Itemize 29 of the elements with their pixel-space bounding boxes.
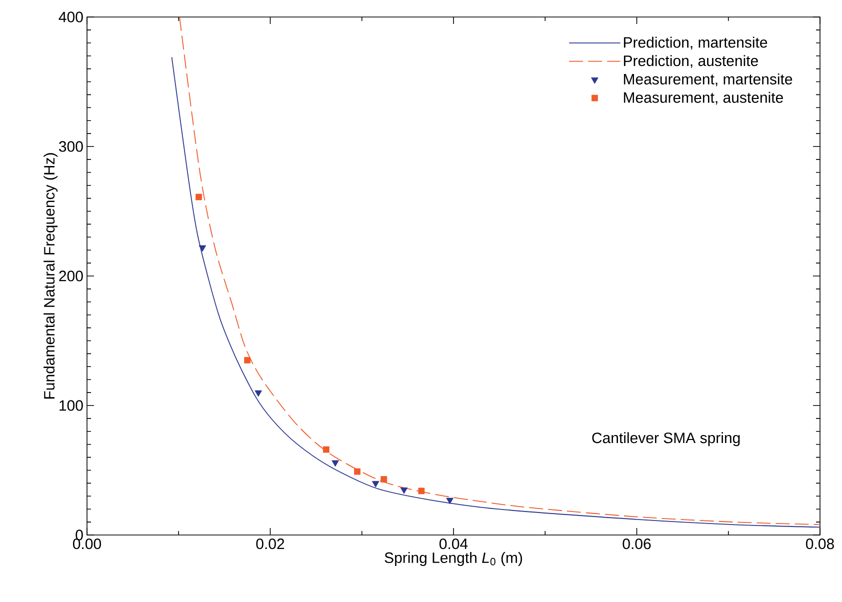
x-tick-label: 0.04 [439, 538, 468, 550]
y-axis-title: Fundamental Natural Frequency (Hz) [44, 153, 58, 399]
point [244, 356, 251, 364]
y-tick-label: 300 [59, 141, 83, 152]
point [322, 446, 330, 453]
legend-label: Measurement, martensite [624, 73, 792, 86]
y-tick-label: 0 [76, 530, 83, 540]
point [198, 245, 206, 252]
point [400, 487, 408, 494]
annotation: Cantilever SMA spring [592, 432, 740, 446]
x-tick-label: 0.00 [72, 538, 101, 550]
point [380, 476, 388, 483]
x-tick-label: 0.06 [622, 538, 651, 550]
y-tick-label: 400 [58, 12, 83, 22]
y-tick-label: 200 [59, 270, 83, 282]
point [372, 481, 380, 488]
point [254, 390, 262, 397]
point [446, 498, 454, 504]
x-tick-label: 0.08 [806, 538, 834, 550]
point [354, 468, 360, 475]
x-tick-label: 0.02 [256, 538, 284, 550]
point [332, 460, 339, 467]
point [418, 488, 425, 494]
legend-label: Prediction, martensite [624, 36, 768, 50]
y-tick-label: 100 [60, 400, 83, 411]
legend-label: Measurement, austenite [624, 92, 783, 105]
point [196, 194, 202, 200]
x-axis-title: Spring Length L$_{0}$ (m) [384, 552, 522, 566]
legend-label: Prediction, austenite [624, 55, 758, 68]
